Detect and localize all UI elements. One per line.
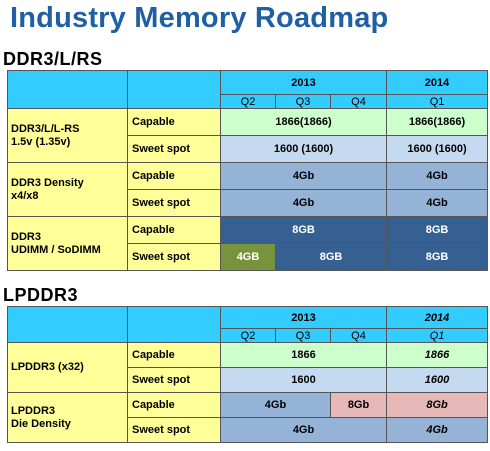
- table-row: LPDDR3 (x32) Capable 1866 1866: [7, 342, 489, 393]
- row-sub-label: Sweet spot: [127, 417, 221, 443]
- value-cell-2013: 8GB: [219, 216, 388, 244]
- value-cell-2014: 4Gb: [386, 417, 489, 443]
- quarter-header: Q1: [386, 94, 489, 109]
- table-row: DDR3 Density x4/x8 Capable 4Gb 4Gb: [7, 162, 489, 217]
- section-title-lpddr3: LPDDR3: [3, 285, 79, 305]
- value-cell-2013-q2: 4GB: [220, 243, 276, 271]
- section-title-ddr3: DDR3/L/RS: [3, 49, 103, 69]
- row-group-label-text: LPDDR3 Die Density: [11, 404, 71, 430]
- year-header-row: 2013 2014: [7, 70, 489, 109]
- row-sub-label: Capable: [127, 216, 221, 244]
- value-cell-2014: 1600: [386, 367, 489, 393]
- header-blank: [127, 70, 221, 109]
- value-cell-2013: 1866(1866): [219, 108, 388, 136]
- year-header-row: 2013 2014: [7, 306, 489, 343]
- row-group-label-text: DDR3 UDIMM / SoDIMM: [11, 230, 101, 256]
- year-2014-header: 2014: [386, 70, 489, 95]
- row-group-label: LPDDR3 (x32): [7, 342, 128, 393]
- page-title: Industry Memory Roadmap: [10, 2, 389, 34]
- value-cell-2013: 1600: [219, 367, 388, 393]
- row-group-label: DDR3/L/L-RS 1.5v (1.35v): [7, 108, 128, 163]
- value-cell-2014: 1866(1866): [386, 108, 489, 136]
- row-group-label-text: DDR3 Density x4/x8: [11, 176, 84, 202]
- table-row: DDR3 UDIMM / SoDIMM Capable 8GB 8GB: [7, 216, 489, 271]
- row-sub-label: Sweet spot: [127, 243, 221, 271]
- table-row: LPDDR3 Die Density Capable 4Gb 8Gb 8Gb: [7, 392, 489, 443]
- quarter-header: Q4: [329, 94, 388, 109]
- row-sub-label: Capable: [127, 342, 221, 368]
- row-group-label: DDR3 Density x4/x8: [7, 162, 128, 217]
- row-sub-label: Capable: [127, 162, 221, 190]
- row-sub-label: Capable: [127, 108, 221, 136]
- row-sub-label: Capable: [127, 392, 221, 418]
- quarter-header: Q4: [329, 328, 388, 343]
- value-cell-2013: 4Gb: [219, 162, 388, 190]
- year-2013-header: 2013: [219, 70, 388, 95]
- value-cell-2013-q2-q3: 4Gb: [220, 392, 331, 418]
- header-blank: [127, 306, 221, 343]
- quarter-header: Q2: [220, 328, 276, 343]
- header-blank: [7, 306, 128, 343]
- value-cell-2013-q4: 8Gb: [329, 392, 388, 418]
- year-2013-header: 2013: [219, 306, 388, 329]
- value-cell-2013-q3-q4: 8GB: [274, 243, 388, 271]
- value-cell-2014: 8Gb: [386, 392, 489, 418]
- header-blank: [7, 70, 128, 109]
- year-2014-header: 2014: [386, 306, 489, 329]
- quarter-header: Q3: [275, 328, 331, 343]
- table-row: DDR3/L/L-RS 1.5v (1.35v) Capable 1866(186…: [7, 108, 489, 163]
- table-row: Sweet spot 4GB 8GB 8GB: [8, 243, 489, 271]
- quarter-header-row: Q2 Q3 Q4 Q1: [8, 328, 489, 343]
- table-row: Sweet spot 4Gb 4Gb: [8, 417, 489, 443]
- value-cell-2013: 4Gb: [219, 189, 388, 217]
- row-sub-label: Sweet spot: [127, 189, 221, 217]
- value-cell-2014: 4Gb: [386, 162, 489, 190]
- lpddr3-roadmap-table: 2013 2014 Q2 Q3 Q4 Q1 LPDDR3 (x32) Capab…: [7, 306, 489, 443]
- value-cell-2014: 4Gb: [386, 189, 489, 217]
- quarter-header-row: Q2 Q3 Q4 Q1: [8, 94, 489, 109]
- table-row: Sweet spot 1600 1600: [8, 367, 489, 393]
- value-cell-2013: 1866: [219, 342, 388, 368]
- ddr3-roadmap-table: 2013 2014 Q2 Q3 Q4 Q1 DDR3/L/L-RS 1.5v (1…: [7, 70, 489, 271]
- row-sub-label: Sweet spot: [127, 367, 221, 393]
- table-row: Sweet spot 1600 (1600) 1600 (1600): [8, 135, 489, 163]
- row-sub-label: Sweet spot: [127, 135, 221, 163]
- value-cell-2014: 1600 (1600): [386, 135, 489, 163]
- row-group-label-text: LPDDR3 (x32): [11, 361, 84, 373]
- value-cell-2014: 1866: [386, 342, 489, 368]
- quarter-header: Q1: [386, 328, 489, 343]
- quarter-header: Q3: [275, 94, 331, 109]
- quarter-header: Q2: [220, 94, 276, 109]
- value-cell-2013: 1600 (1600): [219, 135, 388, 163]
- row-group-label: LPDDR3 Die Density: [7, 392, 128, 443]
- table-row: Sweet spot 4Gb 4Gb: [8, 189, 489, 217]
- value-cell-2014: 8GB: [386, 243, 489, 271]
- row-group-label: DDR3 UDIMM / SoDIMM: [7, 216, 128, 271]
- row-group-label-text: DDR3/L/L-RS 1.5v (1.35v): [11, 122, 80, 148]
- value-cell-2014: 8GB: [386, 216, 489, 244]
- value-cell-2013: 4Gb: [219, 417, 388, 443]
